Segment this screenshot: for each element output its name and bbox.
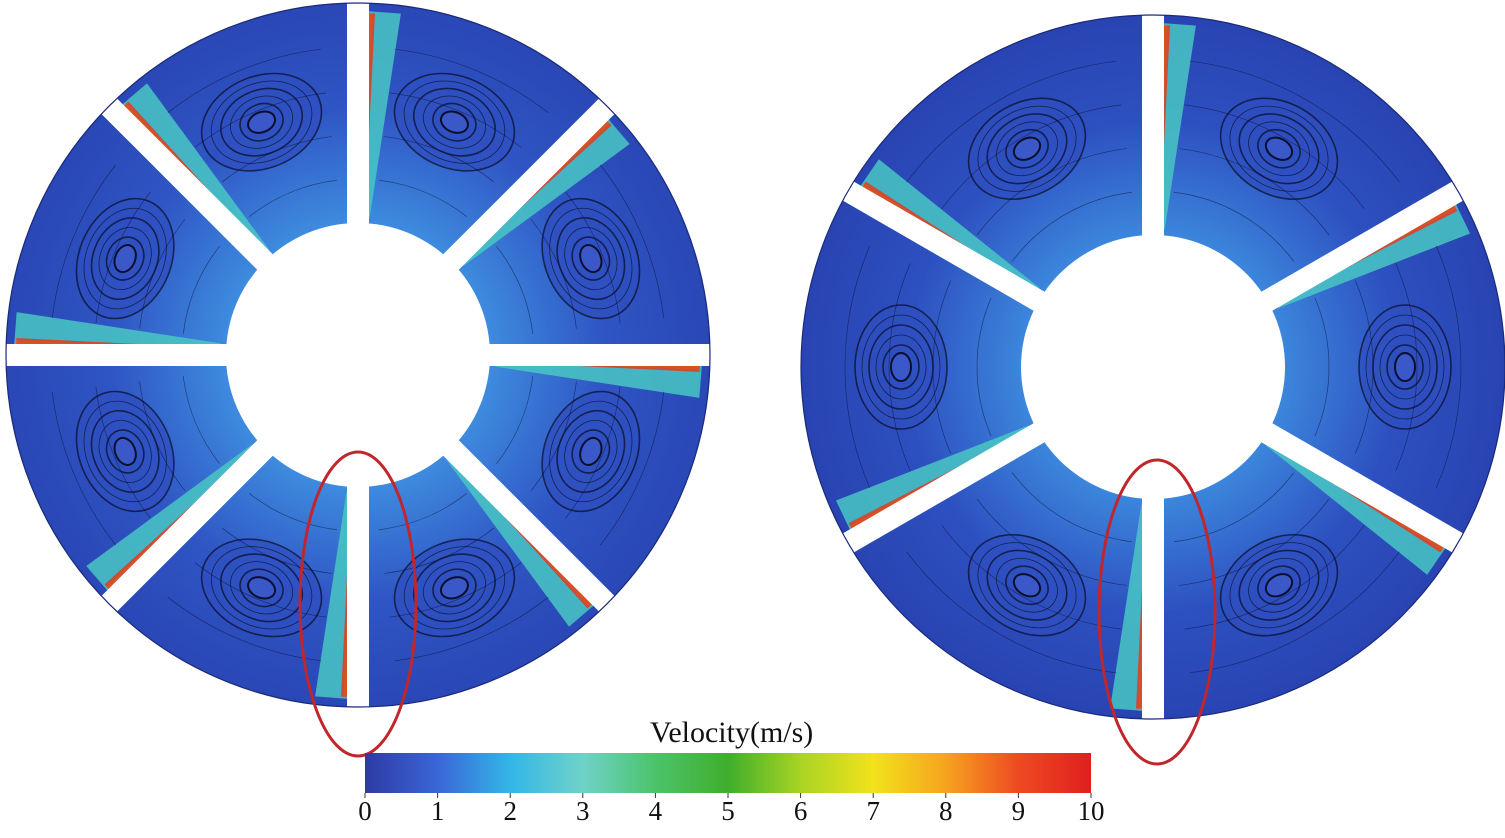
blade-slot (837, 178, 1053, 316)
vortex (393, 72, 516, 172)
colorbar-tick-label: 4 (648, 796, 663, 826)
blade-slot (97, 433, 280, 616)
streamlines (906, 472, 1132, 674)
blade-slot (1142, 9, 1164, 245)
blade-slot (1253, 418, 1469, 556)
vortex (75, 390, 175, 513)
vortex (393, 538, 516, 638)
blade-slot (97, 94, 280, 277)
streamlines (1174, 472, 1400, 674)
hub-hole (1021, 235, 1285, 499)
streamlines (906, 60, 1132, 262)
wheel-rim (5, 2, 711, 708)
streamlines (51, 164, 220, 334)
colorbar-tick-label: 0 (358, 796, 372, 826)
vortex (854, 304, 948, 430)
highlight-ellipse (298, 450, 418, 758)
streamlines (496, 376, 665, 546)
vortex (967, 97, 1087, 201)
blade-slot (837, 418, 1053, 556)
streamlines (379, 48, 549, 217)
blade-slot (480, 344, 716, 366)
vortex (200, 538, 323, 638)
vortex (75, 197, 175, 320)
colorbar-tick-label: 8 (939, 796, 953, 826)
streamlines (496, 164, 665, 334)
colorbar-tick-label: 7 (866, 796, 880, 826)
blade-slot (436, 433, 619, 616)
wheel-rim (800, 14, 1505, 720)
colorbar-tick-label: 6 (793, 796, 808, 826)
blade-slot (347, 0, 369, 233)
vortex (1219, 533, 1339, 637)
streamlines (844, 245, 992, 489)
blade-slot (436, 94, 619, 277)
colorbar-tick-label: 2 (503, 796, 517, 826)
blade-slot (1253, 178, 1469, 316)
streamlines (1314, 245, 1462, 489)
streamlines (51, 376, 220, 546)
panels-group (0, 0, 1505, 766)
left-wheel (0, 0, 716, 758)
highlight-ellipse (1097, 458, 1217, 766)
streamlines (167, 48, 337, 217)
right-wheel (800, 9, 1505, 766)
streamlines (1174, 60, 1400, 262)
blade-slot (1142, 489, 1164, 725)
vortex (541, 197, 641, 320)
colorbar-tick-label: 3 (576, 796, 590, 826)
vortex (1219, 97, 1339, 201)
colorbar-bar (365, 753, 1091, 793)
vortex (967, 533, 1087, 637)
blade-slot (347, 477, 369, 713)
vortex (541, 390, 641, 513)
blade-slot (0, 344, 236, 366)
streamlines (379, 493, 549, 662)
colorbar-tick-label: 10 (1077, 796, 1105, 826)
colorbar-tick-label: 1 (430, 796, 445, 826)
colorbar-tick-label: 9 (1011, 796, 1026, 826)
colorbar (364, 753, 1092, 798)
colorbar-title: Velocity(m/s) (650, 716, 814, 749)
hub-hole (226, 223, 490, 487)
vortex (200, 72, 323, 172)
colorbar-tick-label: 5 (721, 796, 735, 826)
